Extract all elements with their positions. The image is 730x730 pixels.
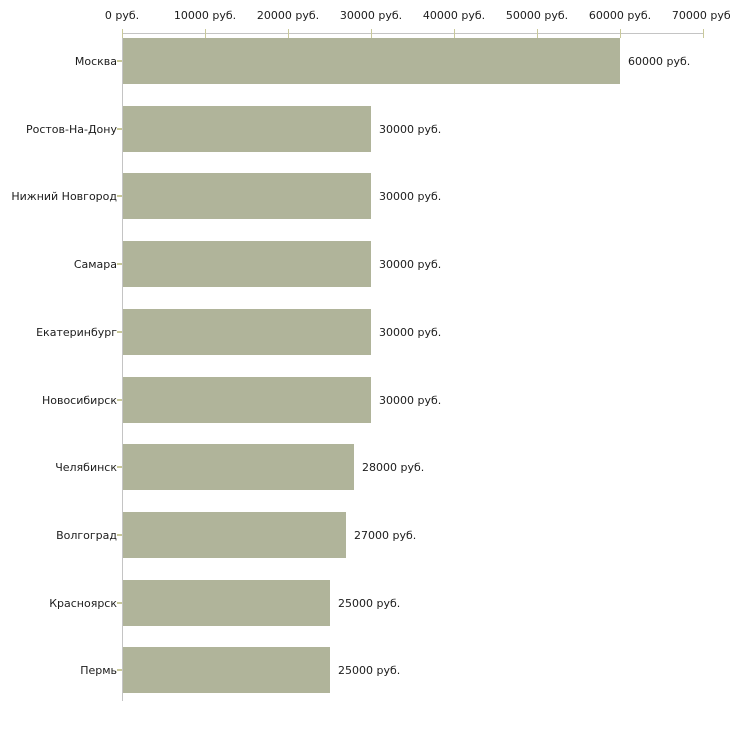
bar-10 bbox=[123, 647, 330, 693]
y-axis-line bbox=[122, 33, 123, 701]
bar-1 bbox=[123, 38, 620, 84]
x-axis-tick-label: 0 руб. bbox=[104, 9, 140, 22]
category-label: Нижний Новгород bbox=[11, 189, 117, 203]
y-axis-tick-mark bbox=[117, 60, 122, 62]
y-axis-tick-mark bbox=[117, 195, 122, 197]
x-axis-tick-label: 10000 руб. bbox=[173, 9, 237, 22]
category-label: Екатеринбург bbox=[36, 325, 117, 339]
bar-8 bbox=[123, 512, 346, 558]
category-label: Ростов-На-Дону bbox=[25, 122, 117, 136]
x-axis-tick-label: 30000 руб. bbox=[339, 9, 403, 22]
x-axis-tick-mark bbox=[703, 29, 704, 38]
category-label: Самара bbox=[73, 257, 117, 271]
x-axis-tick-label: 50000 руб. bbox=[505, 9, 569, 22]
bar-3 bbox=[123, 173, 371, 219]
value-label: 27000 руб. bbox=[354, 528, 417, 542]
y-axis-tick-mark bbox=[117, 263, 122, 265]
y-axis-tick-mark bbox=[117, 669, 122, 671]
value-label: 25000 руб. bbox=[338, 663, 401, 677]
y-axis-tick-mark bbox=[117, 128, 122, 130]
bar-5 bbox=[123, 309, 371, 355]
value-label: 25000 руб. bbox=[338, 596, 401, 610]
value-label: 28000 руб. bbox=[362, 460, 425, 474]
value-label: 30000 руб. bbox=[379, 257, 442, 271]
x-axis-tick-mark bbox=[454, 29, 455, 38]
value-label: 30000 руб. bbox=[379, 393, 442, 407]
bar-7 bbox=[123, 444, 354, 490]
value-label: 60000 руб. bbox=[628, 54, 691, 68]
category-label: Волгоград bbox=[56, 528, 117, 542]
x-axis-tick-label: 20000 руб. bbox=[256, 9, 320, 22]
x-axis-tick-label: 70000 руб. bbox=[671, 9, 730, 22]
y-axis-tick-mark bbox=[117, 534, 122, 536]
y-axis-tick-mark bbox=[117, 602, 122, 604]
y-axis-tick-mark bbox=[117, 466, 122, 468]
value-label: 30000 руб. bbox=[379, 122, 442, 136]
x-axis-line bbox=[122, 33, 704, 34]
x-axis-tick-mark bbox=[122, 29, 123, 38]
x-axis-tick-label: 60000 руб. bbox=[588, 9, 652, 22]
value-label: 30000 руб. bbox=[379, 325, 442, 339]
bar-4 bbox=[123, 241, 371, 287]
x-axis-tick-mark bbox=[205, 29, 206, 38]
bar-2 bbox=[123, 106, 371, 152]
bar-9 bbox=[123, 580, 330, 626]
x-axis-tick-mark bbox=[371, 29, 372, 38]
y-axis-tick-mark bbox=[117, 331, 122, 333]
value-label: 30000 руб. bbox=[379, 189, 442, 203]
category-label: Красноярск bbox=[49, 596, 117, 610]
y-axis-tick-mark bbox=[117, 399, 122, 401]
x-axis-tick-mark bbox=[288, 29, 289, 38]
x-axis-tick-mark bbox=[537, 29, 538, 38]
category-label: Пермь bbox=[80, 663, 117, 677]
category-label: Новосибирск bbox=[41, 393, 117, 407]
x-axis-tick-label: 40000 руб. bbox=[422, 9, 486, 22]
category-label: Челябинск bbox=[55, 460, 117, 474]
x-axis-tick-mark bbox=[620, 29, 621, 38]
category-label: Москва bbox=[74, 54, 117, 68]
bar-6 bbox=[123, 377, 371, 423]
